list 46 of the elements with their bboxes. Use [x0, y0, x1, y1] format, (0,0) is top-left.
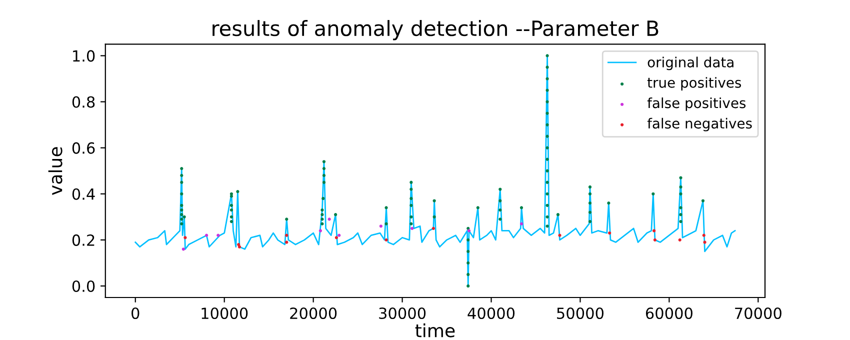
point [237, 242, 240, 246]
point [285, 234, 288, 237]
x-axis-title: time [415, 323, 455, 338]
x-tick-label: 10000 [202, 307, 248, 320]
point [703, 240, 706, 244]
legend-label: false negatives [647, 118, 752, 132]
point [328, 218, 331, 221]
y-tick-label: 0.0 [72, 280, 95, 292]
x-tick-label: 50000 [557, 307, 604, 320]
chart-title: results of anomaly detection --Parameter B [212, 20, 658, 40]
point [384, 238, 388, 242]
legend-label: original data [648, 56, 734, 70]
legend-label: true positives [647, 77, 742, 91]
y-tick-label: 0.8 [72, 96, 95, 108]
point [182, 248, 185, 251]
point [652, 229, 656, 232]
x-tick-label: 20000 [290, 307, 337, 320]
x-tick-label: 30000 [379, 307, 426, 320]
y-tick-label: 0.4 [72, 188, 95, 200]
point [184, 236, 187, 240]
point [608, 231, 612, 235]
x-tick-label: 60000 [646, 307, 692, 320]
point [338, 234, 341, 237]
x-tick-label: 70000 [735, 307, 782, 320]
point [653, 238, 656, 242]
y-axis-title: value [48, 147, 62, 195]
point [558, 234, 562, 237]
y-tick-label: 0.2 [72, 234, 94, 246]
y-tick-label: 0.6 [72, 142, 95, 154]
point [432, 226, 435, 230]
point [285, 240, 288, 244]
point [205, 234, 208, 237]
legend-label: false positives [647, 97, 746, 111]
y-tick-label: 1.0 [73, 50, 95, 62]
point [410, 226, 414, 230]
point [379, 224, 382, 228]
point [520, 222, 524, 226]
point [318, 229, 322, 232]
x-tick-label: 40000 [468, 307, 515, 320]
point [678, 238, 682, 242]
point [238, 245, 242, 248]
point [216, 234, 220, 237]
point [702, 234, 706, 237]
point [334, 236, 338, 240]
point [467, 229, 471, 232]
x-tick-label: 0 [132, 307, 140, 320]
